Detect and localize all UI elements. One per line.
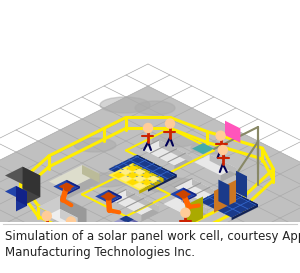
Circle shape bbox=[67, 217, 76, 226]
Circle shape bbox=[166, 119, 175, 128]
Polygon shape bbox=[0, 86, 300, 273]
Ellipse shape bbox=[191, 142, 229, 154]
Text: Simulation of a solar panel work cell, courtesy Applied: Simulation of a solar panel work cell, c… bbox=[5, 230, 300, 243]
Polygon shape bbox=[126, 216, 159, 235]
Polygon shape bbox=[60, 195, 86, 227]
Circle shape bbox=[218, 146, 227, 155]
Polygon shape bbox=[185, 197, 203, 227]
Polygon shape bbox=[135, 223, 149, 230]
Polygon shape bbox=[112, 172, 125, 178]
Polygon shape bbox=[141, 140, 192, 165]
Polygon shape bbox=[126, 190, 159, 212]
Polygon shape bbox=[108, 196, 122, 205]
Polygon shape bbox=[108, 190, 159, 215]
Polygon shape bbox=[170, 188, 197, 201]
Polygon shape bbox=[220, 168, 236, 182]
Polygon shape bbox=[67, 180, 80, 188]
Circle shape bbox=[122, 222, 130, 232]
Polygon shape bbox=[194, 155, 236, 175]
Polygon shape bbox=[175, 190, 191, 198]
Polygon shape bbox=[126, 172, 139, 178]
Polygon shape bbox=[148, 176, 160, 182]
Polygon shape bbox=[201, 192, 218, 207]
Polygon shape bbox=[95, 190, 122, 203]
Polygon shape bbox=[183, 188, 196, 196]
Circle shape bbox=[216, 131, 225, 140]
Polygon shape bbox=[108, 190, 122, 198]
Ellipse shape bbox=[135, 101, 175, 115]
Polygon shape bbox=[126, 165, 139, 171]
Polygon shape bbox=[59, 183, 74, 191]
Polygon shape bbox=[64, 209, 86, 238]
Polygon shape bbox=[16, 186, 27, 206]
Polygon shape bbox=[134, 183, 146, 189]
Polygon shape bbox=[47, 209, 78, 224]
Ellipse shape bbox=[100, 97, 150, 113]
Polygon shape bbox=[22, 176, 40, 206]
Ellipse shape bbox=[110, 164, 150, 177]
Polygon shape bbox=[134, 169, 146, 175]
Polygon shape bbox=[108, 155, 177, 189]
Polygon shape bbox=[49, 165, 100, 190]
Polygon shape bbox=[199, 188, 258, 218]
Polygon shape bbox=[139, 179, 164, 194]
Polygon shape bbox=[137, 232, 159, 245]
Polygon shape bbox=[225, 121, 240, 143]
Ellipse shape bbox=[142, 177, 197, 192]
Polygon shape bbox=[64, 218, 78, 233]
Polygon shape bbox=[174, 179, 218, 201]
Polygon shape bbox=[119, 176, 132, 182]
Polygon shape bbox=[133, 163, 164, 182]
Polygon shape bbox=[136, 230, 150, 238]
Polygon shape bbox=[53, 180, 80, 193]
Circle shape bbox=[42, 212, 51, 221]
Polygon shape bbox=[100, 192, 116, 200]
Polygon shape bbox=[183, 194, 196, 203]
Polygon shape bbox=[82, 165, 100, 183]
Polygon shape bbox=[22, 167, 40, 197]
Circle shape bbox=[143, 123, 152, 132]
Polygon shape bbox=[148, 175, 177, 192]
Polygon shape bbox=[236, 171, 247, 198]
Polygon shape bbox=[38, 195, 86, 220]
Polygon shape bbox=[134, 176, 146, 182]
Polygon shape bbox=[16, 191, 27, 211]
Polygon shape bbox=[121, 223, 135, 230]
Polygon shape bbox=[218, 180, 230, 207]
Polygon shape bbox=[174, 157, 192, 172]
Polygon shape bbox=[192, 179, 218, 198]
Polygon shape bbox=[159, 140, 192, 163]
Polygon shape bbox=[5, 186, 27, 197]
Polygon shape bbox=[164, 195, 207, 217]
Polygon shape bbox=[214, 180, 236, 213]
Text: Manufacturing Technologies Inc.: Manufacturing Technologies Inc. bbox=[5, 246, 195, 259]
Polygon shape bbox=[119, 216, 134, 223]
Polygon shape bbox=[122, 230, 136, 237]
Polygon shape bbox=[106, 222, 121, 229]
Polygon shape bbox=[67, 186, 80, 195]
Ellipse shape bbox=[152, 133, 197, 147]
Polygon shape bbox=[190, 208, 207, 224]
Polygon shape bbox=[5, 167, 40, 184]
Polygon shape bbox=[137, 155, 177, 177]
Polygon shape bbox=[104, 216, 159, 243]
Polygon shape bbox=[141, 206, 159, 221]
Polygon shape bbox=[108, 163, 164, 191]
Polygon shape bbox=[119, 169, 132, 175]
Polygon shape bbox=[225, 188, 258, 207]
Polygon shape bbox=[192, 143, 214, 154]
Polygon shape bbox=[67, 174, 100, 199]
Polygon shape bbox=[210, 155, 236, 174]
Polygon shape bbox=[126, 179, 139, 185]
Polygon shape bbox=[181, 195, 207, 215]
Ellipse shape bbox=[74, 138, 116, 152]
Polygon shape bbox=[232, 204, 258, 220]
Polygon shape bbox=[140, 179, 153, 185]
Circle shape bbox=[181, 208, 190, 217]
Polygon shape bbox=[140, 172, 153, 178]
Ellipse shape bbox=[81, 173, 129, 187]
Polygon shape bbox=[60, 209, 78, 227]
